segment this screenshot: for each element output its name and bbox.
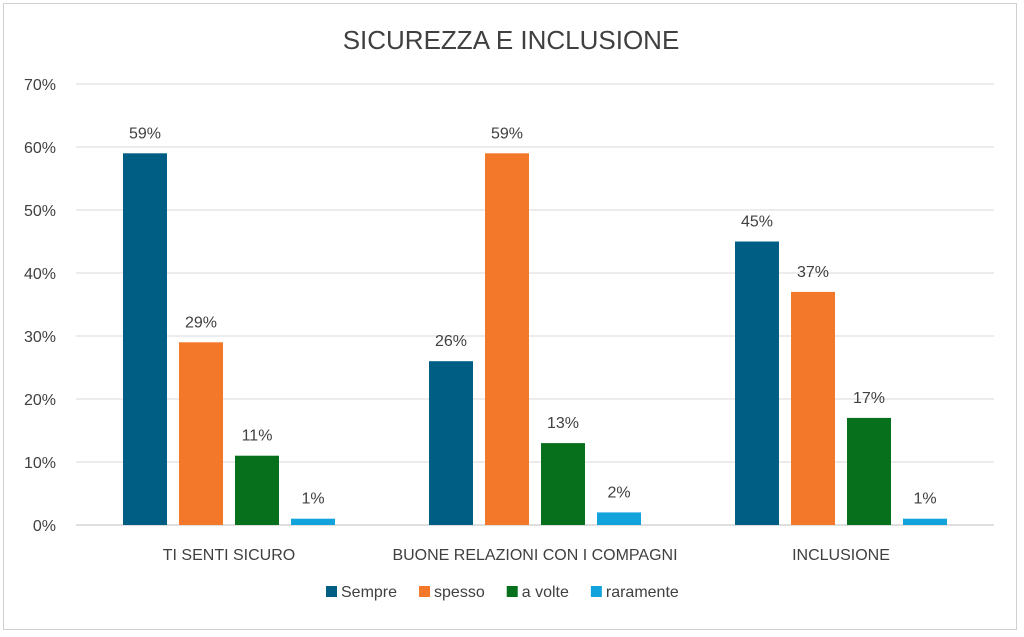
legend-swatch xyxy=(326,586,337,597)
legend-entry: a volte xyxy=(522,584,569,601)
category-label: BUONE RELAZIONI CON I COMPAGNI xyxy=(392,547,677,564)
bar xyxy=(291,518,335,525)
legend-entry: raramente xyxy=(606,584,679,601)
legend-entry: spesso xyxy=(434,584,485,601)
data-label: 37% xyxy=(797,264,829,281)
legend-entry: Sempre xyxy=(341,584,397,601)
category-label: TI SENTI SICURO xyxy=(163,547,295,564)
gridlines xyxy=(76,83,994,526)
data-label: 45% xyxy=(741,214,773,231)
y-tick-label: 0% xyxy=(33,518,56,535)
y-tick-label: 20% xyxy=(24,392,56,409)
data-labels: 59% 29% 11% 1% 26% 59% 13% 2% 45% 37% 17% 1% xyxy=(129,125,937,507)
bar xyxy=(485,153,529,526)
bar xyxy=(903,518,947,525)
chart-frame: SICUREZZA E INCLUSIONE 0% 10% 20% 30% 40% 50%… xyxy=(3,3,1017,630)
bar xyxy=(123,153,167,526)
y-tick-label: 30% xyxy=(24,329,56,346)
data-label: 59% xyxy=(129,125,161,142)
category-label: INCLUSIONE xyxy=(792,547,890,564)
chart-title: SICUREZZA E INCLUSIONE xyxy=(343,25,680,55)
legend: Sempre spesso a volte raramente xyxy=(326,584,679,601)
bar xyxy=(429,361,473,525)
bars xyxy=(123,153,947,526)
data-label: 1% xyxy=(913,491,936,508)
y-tick-label: 40% xyxy=(24,266,56,283)
y-axis-ticks: 0% 10% 20% 30% 40% 50% 60% 70% xyxy=(24,77,56,535)
y-tick-label: 70% xyxy=(24,77,56,94)
x-axis-categories: TI SENTI SICURO BUONE RELAZIONI CON I COM… xyxy=(163,547,890,564)
bar xyxy=(179,342,223,525)
bar-chart: SICUREZZA E INCLUSIONE 0% 10% 20% 30% 40% 50%… xyxy=(24,25,994,601)
data-label: 26% xyxy=(435,333,467,350)
bar xyxy=(597,512,641,525)
legend-swatch xyxy=(506,586,518,597)
data-label: 13% xyxy=(547,415,579,432)
y-tick-label: 10% xyxy=(24,455,56,472)
data-label: 29% xyxy=(185,314,217,331)
bar xyxy=(735,241,779,525)
bar xyxy=(847,417,891,525)
data-label: 1% xyxy=(301,491,324,508)
bar xyxy=(541,443,585,525)
y-tick-label: 50% xyxy=(24,203,56,220)
data-label: 59% xyxy=(491,125,523,142)
bar xyxy=(235,455,279,525)
legend-swatch xyxy=(419,586,431,597)
data-label: 2% xyxy=(607,484,630,501)
data-label: 17% xyxy=(853,390,885,407)
bar xyxy=(791,291,835,525)
data-label: 11% xyxy=(242,428,273,445)
y-tick-label: 60% xyxy=(24,140,56,157)
legend-swatch xyxy=(590,586,602,597)
